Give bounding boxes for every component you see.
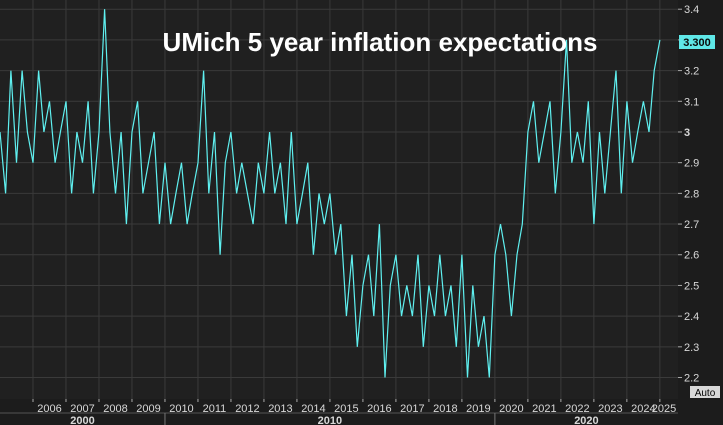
y-tick-label: 2.6 <box>684 250 699 262</box>
chart-title: UMich 5 year inflation expectations <box>163 27 598 57</box>
y-tick-label: 3.4 <box>684 4 699 16</box>
y-tick-label: 2.7 <box>684 219 699 231</box>
y-tick-label: 2.3 <box>684 342 699 354</box>
x-tick-label: 2010 <box>169 403 193 415</box>
y-gridlines <box>0 8 678 379</box>
x-tick-label: 2024 <box>631 403 655 415</box>
y-tick-label: 2.2 <box>684 373 699 385</box>
x-tick-label: 2011 <box>203 403 227 415</box>
x-axis: 2006 2007 2008 2009 2010 2011 2012 2013 2014 2015… <box>32 399 676 415</box>
x-tick-label: 2022 <box>565 403 589 415</box>
x-tick-label: 2020 <box>499 403 523 415</box>
x-tick-label: 2021 <box>532 403 556 415</box>
decade-label: 2020 <box>574 415 598 425</box>
x-tick-label: 2019 <box>466 403 490 415</box>
x-tick-label: 2023 <box>598 403 622 415</box>
auto-scale-button[interactable] <box>690 386 720 398</box>
y-axis: 3.43.33.23.132.92.82.72.62.52.42.32.2 <box>678 4 699 385</box>
x-tick-label: 2025 <box>652 403 676 415</box>
x-tick-label: 2009 <box>136 403 160 415</box>
x-tick-label: 2013 <box>268 403 292 415</box>
x-tick-label: 2018 <box>433 403 457 415</box>
series-line <box>0 9 661 378</box>
x-tick-label: 2017 <box>400 403 424 415</box>
x-gridlines <box>32 0 661 399</box>
last-value-badge <box>679 35 715 49</box>
y-tick-label: 2.4 <box>684 311 699 323</box>
x-tick-label: 2007 <box>70 403 94 415</box>
y-tick-label: 2.9 <box>684 158 699 170</box>
y-tick-label: 2.8 <box>684 188 699 200</box>
decade-label: 2010 <box>318 415 342 425</box>
x-tick-label: 2006 <box>37 403 61 415</box>
x-tick-label: 2012 <box>235 403 259 415</box>
decade-label: 2000 <box>70 415 94 425</box>
x-tick-label: 2008 <box>103 403 127 415</box>
y-tick-label: 3.2 <box>684 66 699 78</box>
last-value-label: 3.300 <box>683 37 711 49</box>
x-tick-label: 2014 <box>301 403 325 415</box>
y-tick-label: 3 <box>684 127 690 139</box>
y-tick-label: 3.1 <box>684 96 699 108</box>
x-tick-label: 2016 <box>367 403 391 415</box>
y-tick-label: 2.5 <box>684 280 699 292</box>
x-tick-label: 2015 <box>334 403 358 415</box>
x-axis-decades: 2000 2010 2020 <box>0 412 678 425</box>
auto-scale-label: Auto <box>695 388 716 399</box>
